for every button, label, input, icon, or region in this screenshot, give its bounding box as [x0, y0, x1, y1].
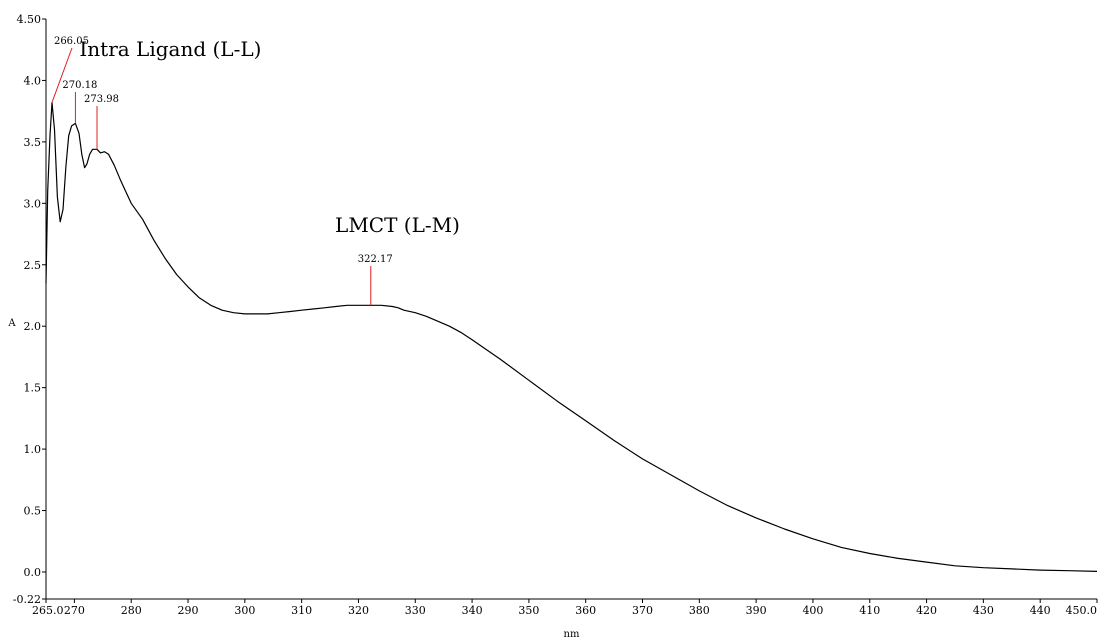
annotations: Intra Ligand (L-L) LMCT (L-M)	[79, 37, 460, 237]
x-tick-label: 390	[746, 604, 767, 617]
x-tick-label: 350	[518, 604, 539, 617]
x-tick-label: 360	[575, 604, 596, 617]
x-tick-label: 410	[859, 604, 880, 617]
x-axis-title: nm	[564, 629, 580, 640]
annotation-label: LMCT (L-M)	[335, 213, 460, 237]
x-ticks: 265.0 270 280 290 300 310 320 330 340 350 360 370 38…	[32, 599, 1098, 617]
x-tick-label: 280	[121, 604, 142, 617]
peak-label: 270.18	[62, 80, 97, 91]
x-tick-label: 450.0	[1066, 604, 1098, 617]
y-tick-label: 2.0	[24, 320, 42, 333]
y-tick-label: 1.0	[24, 443, 42, 456]
x-tick-label: 380	[689, 604, 710, 617]
x-tick-label: 340	[462, 604, 483, 617]
y-ticks: -0.22 0.0 0.5 1.0 1.5 2.0 2.5 3.0 3.5 4.0 4.50	[13, 13, 46, 606]
x-tick-label: 400	[802, 604, 823, 617]
x-tick-label: 290	[178, 604, 199, 617]
series-group	[45, 102, 1098, 572]
x-tick-label: 270	[64, 604, 85, 617]
axes	[45, 19, 1097, 600]
x-tick-label: 440	[1030, 604, 1051, 617]
y-tick-label: 0.0	[24, 566, 42, 579]
y-tick-label: 3.0	[24, 197, 42, 210]
y-tick-label: -0.22	[13, 593, 41, 606]
x-tick-label: 310	[291, 604, 312, 617]
x-tick-label: 320	[348, 604, 369, 617]
y-tick-label: 0.5	[24, 505, 42, 518]
y-tick-label: 1.5	[24, 382, 42, 395]
x-tick-label: 330	[405, 604, 426, 617]
y-axis-title: A	[7, 318, 16, 329]
spectrum-line	[45, 102, 1098, 572]
peak-label: 273.98	[84, 94, 119, 105]
x-tick-label: 370	[632, 604, 653, 617]
x-tick-label: 420	[916, 604, 937, 617]
peak-markers: 266.05 270.18 273.98 322.17	[51, 36, 393, 306]
x-tick-label: 430	[973, 604, 994, 617]
peak-label: 322.17	[358, 254, 393, 265]
y-tick-label: 4.50	[17, 13, 42, 26]
annotation-label: Intra Ligand (L-L)	[79, 37, 261, 61]
x-tick-label: 265.0	[32, 604, 64, 617]
y-tick-label: 3.5	[24, 136, 42, 149]
y-tick-label: 2.5	[24, 259, 42, 272]
x-tick-label: 300	[234, 604, 255, 617]
peak-label: 266.05	[54, 36, 89, 47]
y-tick-label: 4.0	[24, 74, 42, 87]
peak-marker-line	[51, 47, 73, 103]
